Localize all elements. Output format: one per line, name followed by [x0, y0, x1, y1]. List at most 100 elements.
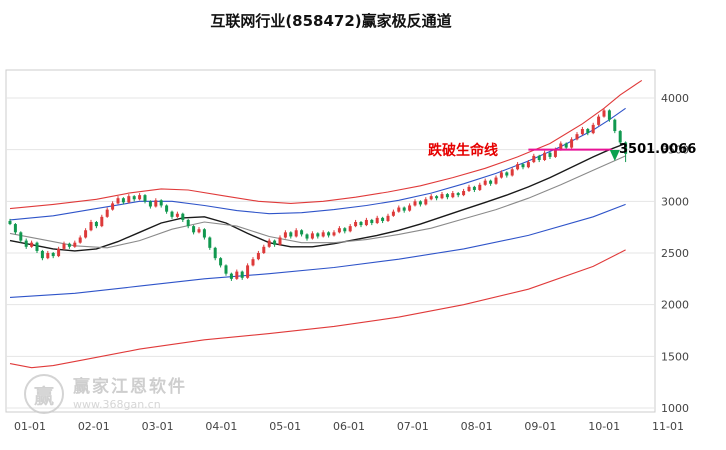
- x-axis-labels: 01-01 02-01 03-01 04-01 05-01 06-01 07-01 08-01…: [14, 420, 684, 433]
- candle-body: [483, 180, 487, 185]
- candle-body: [564, 143, 568, 148]
- candle-body: [13, 224, 17, 233]
- candle-body: [337, 228, 341, 233]
- candle-body: [613, 119, 617, 132]
- candle-body: [273, 240, 277, 245]
- y-axis-label: 4000: [661, 92, 689, 105]
- candle-body: [516, 164, 520, 170]
- candle-body: [618, 131, 622, 143]
- candle-body: [19, 232, 23, 241]
- candle-body: [62, 243, 66, 249]
- candle-body: [175, 213, 179, 217]
- candle-body: [294, 230, 298, 237]
- lower-red-channel: [9, 249, 626, 369]
- candle-body: [440, 194, 444, 199]
- candle-body: [586, 129, 590, 134]
- candle-body: [78, 237, 82, 243]
- candle-body: [354, 222, 358, 227]
- x-axis-label: 10-01: [588, 420, 620, 433]
- candle-body: [100, 216, 104, 227]
- candle-body: [532, 155, 536, 163]
- candle-body: [127, 196, 131, 203]
- candle-body: [310, 233, 314, 239]
- candle-body: [40, 250, 44, 259]
- candle-body: [370, 219, 374, 224]
- candle-body: [343, 228, 347, 232]
- candle-body: [467, 186, 471, 191]
- candle-body: [327, 232, 331, 236]
- candle-body: [289, 232, 293, 237]
- candle-body: [219, 258, 223, 266]
- candle-body: [537, 155, 541, 160]
- candle-body: [8, 220, 12, 225]
- candle-body: [505, 172, 509, 176]
- candle-body: [186, 219, 190, 227]
- candle-body: [159, 200, 163, 206]
- candle-body: [364, 219, 368, 226]
- candle-body: [332, 232, 336, 236]
- candle-body: [89, 222, 93, 231]
- candle-body: [472, 186, 476, 190]
- x-axis-label: 05-01: [269, 420, 301, 433]
- plot-area: [5, 69, 656, 413]
- candle-body: [170, 211, 174, 217]
- candle-body: [580, 129, 584, 135]
- candle-body: [51, 253, 55, 257]
- candle-body: [418, 201, 422, 205]
- x-axis-label: 07-01: [397, 420, 429, 433]
- candle-body: [435, 196, 439, 199]
- candle-body: [278, 237, 282, 245]
- candle-body: [456, 193, 460, 196]
- candle-body: [402, 207, 406, 211]
- x-axis-label: 01-01: [14, 420, 46, 433]
- secondary-ma-line: [9, 155, 626, 249]
- candle-body: [543, 152, 547, 160]
- candle-body: [397, 207, 401, 212]
- life-line: [9, 142, 626, 252]
- candle-body: [84, 230, 88, 238]
- candle-body: [499, 172, 503, 178]
- candle-body: [510, 169, 514, 176]
- candle-body: [451, 193, 455, 198]
- candle-body: [240, 271, 244, 278]
- candle-body: [494, 177, 498, 184]
- candle-body: [197, 229, 201, 233]
- candle-body: [256, 253, 260, 260]
- x-axis-label: 06-01: [333, 420, 365, 433]
- candle-body: [154, 200, 158, 207]
- page-title: 互联网行业(858472)赢家极反通道: [210, 12, 452, 30]
- candle-body: [283, 232, 287, 238]
- candle-body: [624, 142, 628, 154]
- candle-body: [570, 139, 574, 148]
- candle-body: [321, 232, 325, 237]
- candle-body: [202, 229, 206, 238]
- candle-body: [224, 265, 228, 274]
- candle-body: [429, 196, 433, 200]
- candle-body: [526, 162, 530, 168]
- candle-body: [348, 226, 352, 232]
- candle-body: [105, 209, 109, 217]
- candle-body: [316, 233, 320, 237]
- candle-body: [478, 184, 482, 190]
- x-axis-label: 11-01: [652, 420, 684, 433]
- upper-red-channel: [9, 79, 643, 210]
- break-lifeline-annotation: 跌破生命线: [428, 143, 498, 159]
- candle-body: [192, 226, 196, 233]
- candle-body: [208, 237, 212, 248]
- candle-body: [462, 191, 466, 196]
- candle-body: [73, 242, 77, 247]
- y-axis-label: 2500: [661, 247, 689, 260]
- price-value-label: 3501.0066: [619, 142, 697, 157]
- x-axis-label: 09-01: [524, 420, 556, 433]
- x-axis-label: 03-01: [142, 420, 174, 433]
- candle-body: [67, 243, 71, 247]
- candle-body: [559, 143, 563, 150]
- y-axis-label: 3000: [661, 195, 689, 208]
- candle-body: [121, 198, 125, 203]
- y-axis-label: 1000: [661, 402, 689, 415]
- candle-body: [94, 222, 98, 227]
- channel-lines: [9, 79, 643, 369]
- candle-body: [251, 259, 255, 266]
